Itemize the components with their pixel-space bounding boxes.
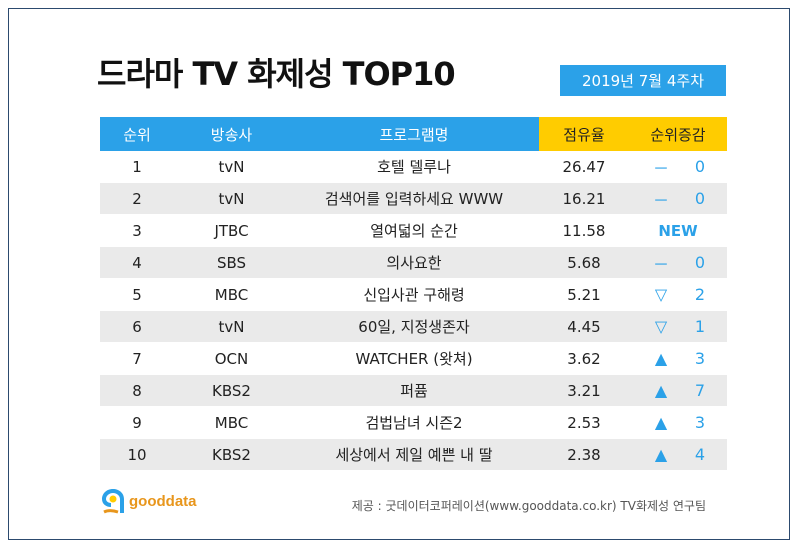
- change-symbol-icon: －: [652, 190, 669, 210]
- cell-change: ▽ 2: [629, 279, 727, 310]
- change-symbol-icon: ▲: [654, 413, 668, 432]
- cell-change: － 0: [629, 151, 727, 182]
- table-row: 7 OCN WATCHER (왓쳐) 3.62 ▲ 3: [100, 343, 727, 375]
- table-header: 순위 방송사 프로그램명 점유율 순위증감: [100, 117, 727, 151]
- date-badge: 2019년 7월 4주차: [560, 65, 726, 96]
- gooddata-logo: gooddata: [99, 486, 197, 516]
- change-symbol-icon: ▲: [654, 445, 668, 464]
- cell-broadcaster: OCN: [214, 349, 249, 368]
- cell-rank: 9: [132, 413, 142, 432]
- cell-share: 2.53: [567, 413, 601, 432]
- cell-program: WATCHER (왓쳐): [355, 350, 473, 368]
- change-symbol-icon: ▲: [654, 349, 668, 368]
- gooddata-logo-icon: [102, 489, 124, 514]
- change-value: 2: [694, 285, 705, 304]
- source-credit: 제공 : 굿데이터코퍼레이션(www.gooddata.co.kr) TV화제성…: [351, 499, 706, 513]
- cell-broadcaster: tvN: [218, 189, 245, 208]
- change-symbol-icon: －: [652, 254, 669, 274]
- cell-program: 퍼퓸: [400, 382, 428, 400]
- cell-share: 2.38: [567, 445, 601, 464]
- table-row: 3 JTBC 열여덟의 순간 11.58 NEW: [100, 215, 727, 247]
- change-value: 4: [694, 445, 705, 464]
- cell-rank: 10: [127, 445, 147, 464]
- change-value: 1: [694, 317, 705, 336]
- cell-change: ▲ 4: [629, 439, 727, 470]
- cell-broadcaster: KBS2: [212, 445, 251, 464]
- header-broadcaster: 방송사: [210, 125, 253, 144]
- table-row: 1 tvN 호텔 델루나 26.47 － 0: [100, 151, 727, 183]
- cell-change: ▲ 3: [629, 343, 727, 374]
- cell-share: 3.21: [567, 381, 601, 400]
- cell-broadcaster: MBC: [214, 413, 249, 432]
- logo-text: gooddata: [129, 492, 197, 510]
- cell-broadcaster: tvN: [218, 157, 245, 176]
- cell-rank: 6: [132, 317, 142, 336]
- change-symbol-icon: ▽: [654, 285, 668, 304]
- change-value: 3: [694, 349, 705, 368]
- cell-rank: 2: [132, 189, 142, 208]
- cell-program: 호텔 델루나: [377, 158, 451, 176]
- cell-share: 16.21: [562, 189, 606, 208]
- table-body: 1 tvN 호텔 델루나 26.47 － 0 2 tvN 검색어를 입력하세요 WWW 16.21…: [100, 151, 727, 471]
- table-row: 10 KBS2 세상에서 제일 예쁜 내 딸 2.38 ▲ 4: [100, 439, 727, 471]
- cell-change: ▲ 7: [629, 375, 727, 406]
- header-program: 프로그램명: [379, 125, 449, 144]
- cell-rank: 1: [132, 157, 142, 176]
- header-change: 순위증감: [629, 117, 727, 151]
- ranking-table: 순위 방송사 프로그램명 점유율 순위증감 1 tvN 호텔 델루나 26.47 － 0 2…: [100, 117, 727, 471]
- cell-broadcaster: MBC: [214, 285, 249, 304]
- cell-share: 5.68: [567, 253, 601, 272]
- cell-program: 열여덟의 순간: [370, 222, 458, 240]
- cell-rank: 3: [132, 221, 142, 240]
- header-share: 점유율: [539, 117, 629, 151]
- header-rank: 순위: [123, 125, 151, 144]
- cell-share: 4.45: [567, 317, 601, 336]
- cell-change: ▽ 1: [629, 311, 727, 342]
- page-title: 드라마 TV 화제성 TOP10: [97, 55, 456, 93]
- change-value: 0: [694, 253, 705, 272]
- new-badge: NEW: [658, 221, 698, 240]
- cell-change: NEW: [629, 215, 727, 246]
- table-row: 4 SBS 의사요한 5.68 － 0: [100, 247, 727, 279]
- change-symbol-icon: ▲: [654, 381, 668, 400]
- change-value: 7: [694, 381, 705, 400]
- cell-broadcaster: tvN: [218, 317, 245, 336]
- cell-change: ▲ 3: [629, 407, 727, 438]
- table-row: 8 KBS2 퍼퓸 3.21 ▲ 7: [100, 375, 727, 407]
- table-row: 9 MBC 검법남녀 시즌2 2.53 ▲ 3: [100, 407, 727, 439]
- cell-share: 5.21: [567, 285, 601, 304]
- cell-program: 세상에서 제일 예쁜 내 딸: [335, 446, 493, 464]
- cell-program: 신입사관 구해령: [363, 286, 465, 304]
- frame: 드라마 TV 화제성 TOP10 2019년 7월 4주차 순위 방송사 프로그…: [8, 8, 790, 540]
- cell-broadcaster: JTBC: [214, 221, 249, 240]
- table-row: 5 MBC 신입사관 구해령 5.21 ▽ 2: [100, 279, 727, 311]
- cell-program: 60일, 지정생존자: [358, 318, 470, 336]
- change-symbol-icon: －: [652, 158, 669, 178]
- cell-change: － 0: [629, 183, 727, 214]
- cell-share: 26.47: [562, 157, 606, 176]
- cell-change: － 0: [629, 247, 727, 278]
- cell-rank: 5: [132, 285, 142, 304]
- cell-rank: 8: [132, 381, 142, 400]
- change-value: 0: [694, 157, 705, 176]
- table-row: 6 tvN 60일, 지정생존자 4.45 ▽ 1: [100, 311, 727, 343]
- table-row: 2 tvN 검색어를 입력하세요 WWW 16.21 － 0: [100, 183, 727, 215]
- cell-program: 의사요한: [386, 254, 442, 272]
- cell-rank: 4: [132, 253, 142, 272]
- change-value: 3: [694, 413, 705, 432]
- change-value: 0: [694, 189, 705, 208]
- cell-program: 검법남녀 시즌2: [365, 414, 463, 432]
- cell-share: 11.58: [562, 221, 606, 240]
- cell-broadcaster: KBS2: [212, 381, 251, 400]
- change-symbol-icon: ▽: [654, 317, 668, 336]
- cell-share: 3.62: [567, 349, 601, 368]
- cell-rank: 7: [132, 349, 142, 368]
- cell-broadcaster: SBS: [216, 253, 247, 272]
- cell-program: 검색어를 입력하세요 WWW: [324, 190, 504, 208]
